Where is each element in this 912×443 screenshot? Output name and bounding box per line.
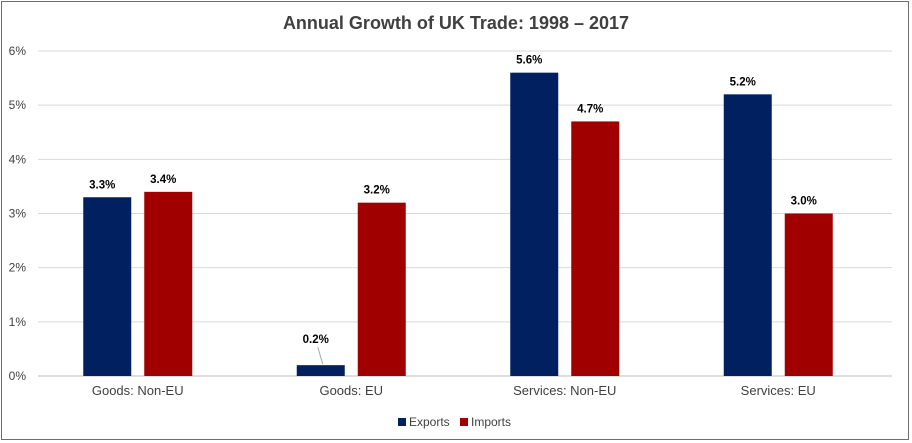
bars [83, 72, 833, 377]
data-label: 5.6% [516, 55, 542, 67]
x-category-label: Services: Non-EU [513, 383, 616, 398]
y-tick-label: 6% [9, 44, 27, 58]
data-label: 5.2% [730, 76, 756, 88]
chart-title: Annual Growth of UK Trade: 1998 – 2017 [283, 13, 629, 33]
y-tick-label: 0% [9, 369, 27, 383]
data-label: 3.4% [150, 174, 176, 186]
legend-swatch-exports [398, 418, 406, 426]
legend-label-imports: Imports [471, 415, 511, 429]
x-category-label: Goods: EU [319, 383, 383, 398]
leader-line [317, 347, 324, 365]
data-label: 3.2% [364, 185, 390, 197]
x-axis: Goods: Non-EU Goods: EU Services: Non-EU Se… [92, 383, 816, 398]
bar-exports [296, 365, 345, 376]
bar-imports [144, 191, 193, 376]
x-category-label: Services: EU [741, 383, 816, 398]
data-label: 0.2% [303, 334, 329, 346]
legend-swatch-imports [460, 418, 468, 426]
y-tick-label: 2% [9, 261, 27, 275]
legend: Exports Imports [398, 415, 511, 429]
bar-exports [83, 197, 132, 376]
data-labels: 3.3% 3.4% 0.2% 3.2% 5.6% 4.7% 5.2% 3.0% [89, 55, 817, 365]
bar-exports [510, 72, 559, 377]
y-axis: 0% 1% 2% 3% 4% 5% 6% [9, 44, 27, 383]
legend-label-exports: Exports [409, 415, 450, 429]
data-label: 4.7% [577, 103, 603, 115]
bar-imports [357, 202, 406, 376]
bar-exports [723, 94, 772, 376]
y-tick-label: 5% [9, 98, 27, 112]
data-label: 3.0% [791, 196, 817, 208]
y-tick-label: 3% [9, 207, 27, 221]
data-label: 3.3% [89, 179, 115, 191]
bar-imports [571, 121, 620, 377]
bar-imports [784, 213, 833, 376]
x-category-label: Goods: Non-EU [92, 383, 184, 398]
y-tick-label: 1% [9, 315, 27, 329]
y-tick-label: 4% [9, 152, 27, 166]
